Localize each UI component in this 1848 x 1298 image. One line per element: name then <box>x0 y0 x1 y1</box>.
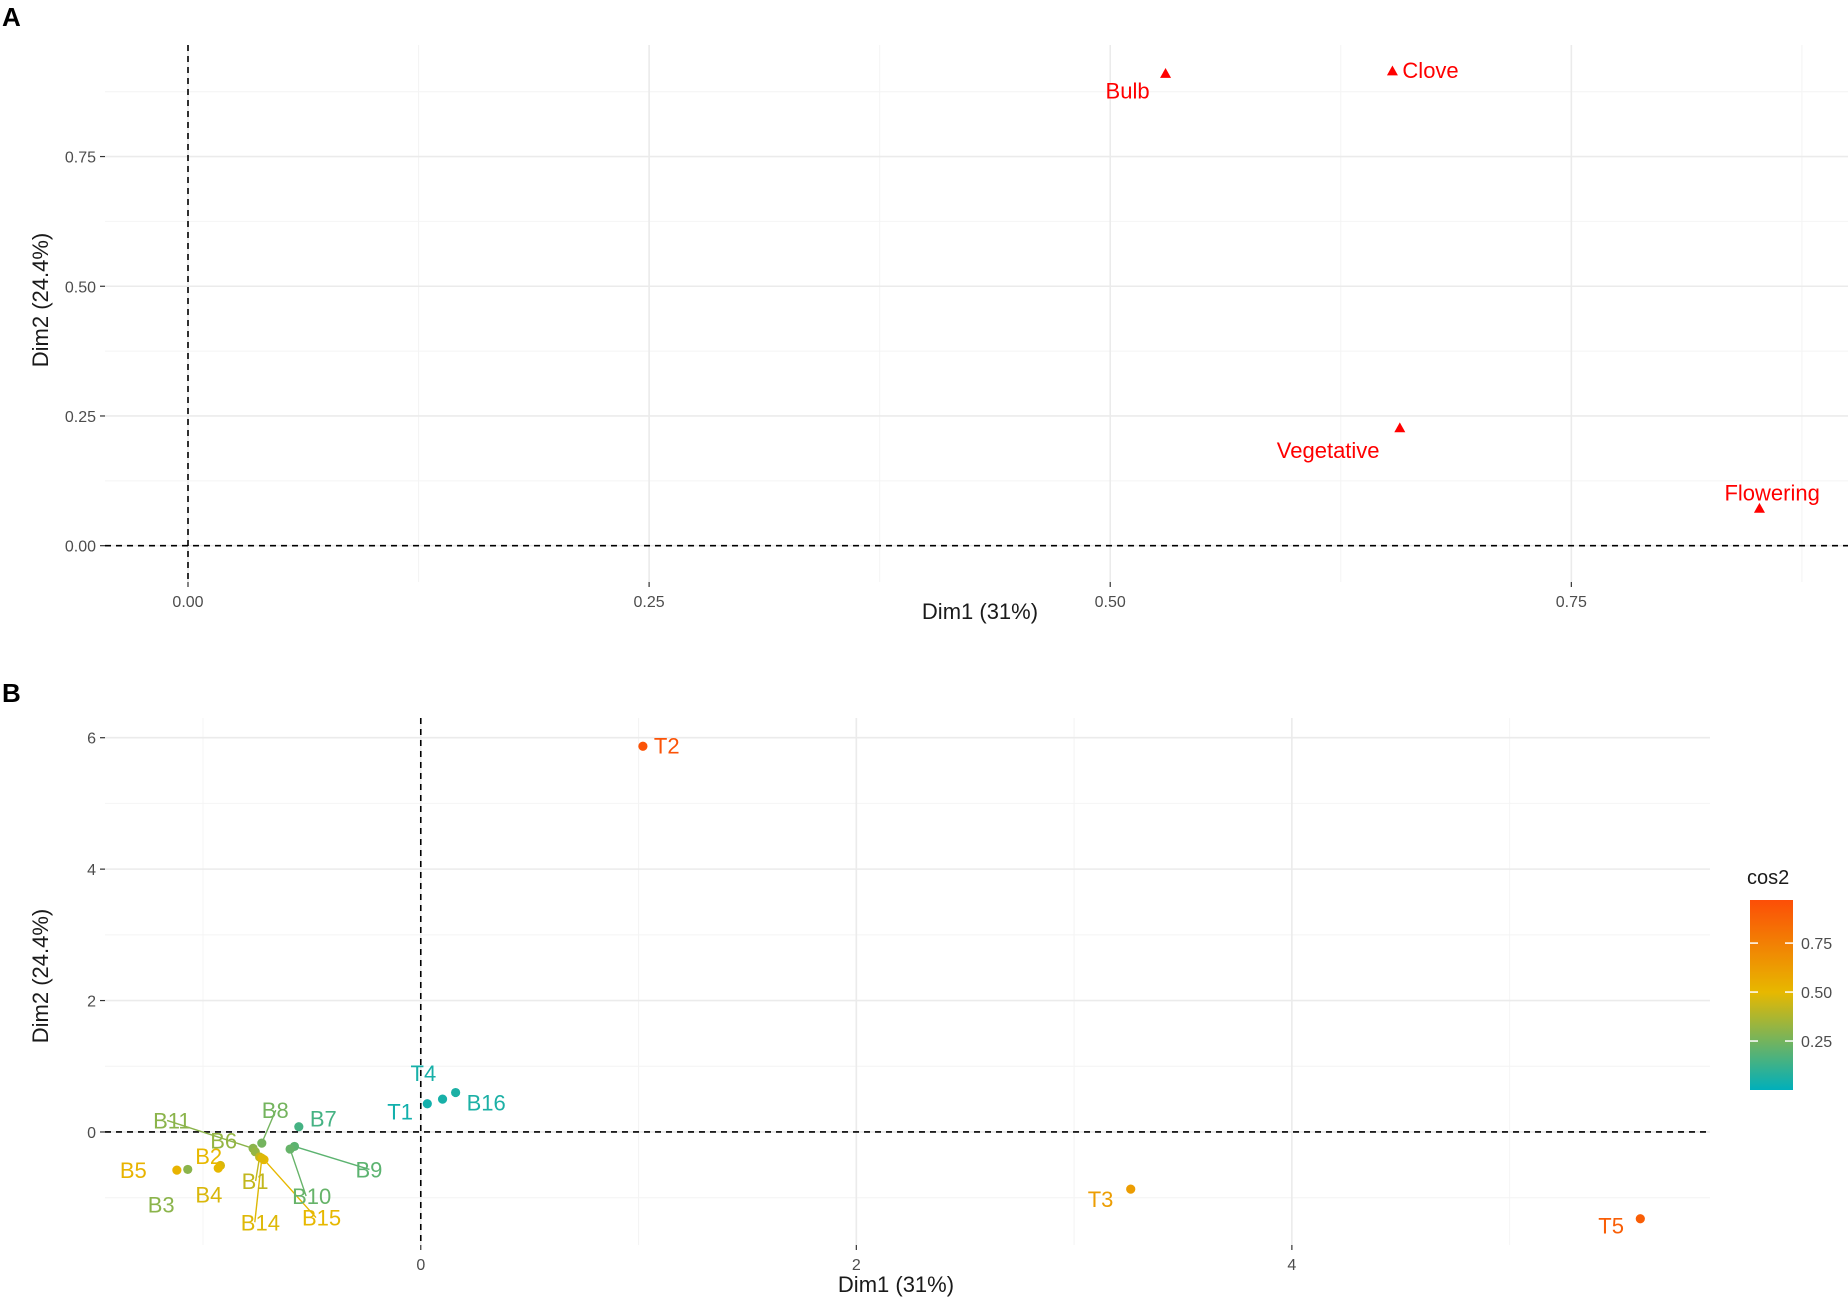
panel-b-y-axis-title: Dim2 (24.4%) <box>28 909 53 1043</box>
panel-a-point-bulb <box>1160 68 1172 78</box>
panel-b-point-label-b11: B11 <box>153 1108 191 1133</box>
legend-ticks: 0.25 0.50 0.75 <box>1750 936 1832 1051</box>
panel-b-point-label-b4: B4 <box>195 1182 222 1207</box>
panel-b-point-b16 <box>451 1087 461 1098</box>
panel-b-point-t5 <box>1635 1214 1645 1224</box>
panel-a-y-axis-title: Dim2 (24.4%) <box>28 233 53 367</box>
panel-b-connector-b8 <box>261 1109 277 1144</box>
panel-b-label-connectors <box>166 1109 370 1223</box>
legend-tick-label: 0.50 <box>1801 985 1832 1002</box>
panel-b-x-tick-label: 4 <box>1287 1257 1296 1274</box>
panel-a-axes: 0.00 0.25 0.50 0.75 0.00 0.25 0.50 0.75 <box>65 45 1848 611</box>
panel-a-x-tick-label: 0.50 <box>1095 594 1126 611</box>
panel-a-point-label-bulb: Bulb <box>1106 79 1150 104</box>
panel-b-point-label-b3: B3 <box>148 1192 175 1217</box>
panel-b-point-label-b5: B5 <box>120 1158 147 1183</box>
panel-a-point-flowering <box>1753 502 1765 513</box>
panel-b-point-label-b6: B6 <box>210 1129 237 1154</box>
panel-a-gridlines <box>105 45 1848 582</box>
panel-b-point-label-b10: B10 <box>292 1184 331 1209</box>
panel-b-connector-b14 <box>254 1158 263 1223</box>
panel-b-point-label-b8: B8 <box>262 1098 289 1123</box>
panel-b-point-label-t3: T3 <box>1088 1187 1114 1212</box>
panel-b-point-b10 <box>285 1144 295 1154</box>
panel-b-point-b7 <box>294 1122 304 1132</box>
panel-b-point-b14 <box>257 1153 267 1163</box>
panel-b-point-label-b14: B14 <box>241 1210 280 1235</box>
panel-b-gridlines <box>105 718 1710 1245</box>
panel-a-point-label-vegetative: Vegetative <box>1277 438 1380 463</box>
panel-a-y-tick-label: 0.00 <box>65 539 96 556</box>
panel-b-point-label-b15: B15 <box>302 1206 341 1231</box>
panel-b-x-tick-label: 0 <box>416 1257 425 1274</box>
panel-b-connector-b10 <box>289 1148 307 1197</box>
panel-b-connector-b15 <box>263 1159 317 1219</box>
panel-a-x-tick-label: 0.75 <box>1556 594 1587 611</box>
panel-b-point-label-t2: T2 <box>654 733 680 758</box>
panel-a-point-label-flowering: Flowering <box>1724 480 1819 505</box>
panel-b-letter: B <box>2 678 21 708</box>
legend-tick-label: 0.75 <box>1801 936 1832 953</box>
panel-b-point-t3 <box>1126 1184 1136 1194</box>
panel-b-point-label-b7: B7 <box>310 1107 337 1132</box>
legend-title: cos2 <box>1747 867 1789 889</box>
panel-a-point-label-clove: Clove <box>1402 58 1458 83</box>
panel-b-y-tick-label: 4 <box>87 862 96 879</box>
panel-a-x-tick-label: 0.00 <box>172 594 203 611</box>
panel-b-point-label-b16: B16 <box>467 1091 506 1116</box>
panel-b-point-label-t4: T4 <box>411 1061 437 1086</box>
panel-b-point-label-t5: T5 <box>1598 1214 1624 1239</box>
panel-b-point-t1 <box>422 1099 432 1109</box>
panel-a-y-tick-label: 0.25 <box>65 409 96 426</box>
panel-a-y-tick-label: 0.75 <box>65 150 96 167</box>
panel-a-points: Bulb Clove Vegetative Flowering <box>1106 58 1820 513</box>
panel-b-connector-b11 <box>166 1119 254 1150</box>
panel-b-point-b8 <box>257 1138 267 1148</box>
panel-a-point-vegetative <box>1394 422 1406 433</box>
panel-a-y-tick-label: 0.50 <box>65 279 96 296</box>
panel-a-plot: 0.00 0.25 0.50 0.75 0.00 0.25 0.50 0.75 Bulb Clo… <box>28 45 1848 624</box>
panel-a-letter: A <box>2 2 21 32</box>
panel-b-x-axis-title: Dim1 (31%) <box>838 1272 954 1297</box>
panel-b-point-label-b1: B1 <box>242 1169 269 1194</box>
panel-a-x-tick-label: 0.25 <box>634 594 665 611</box>
panel-a-point-clove <box>1386 65 1398 76</box>
panel-b-point-label-t1: T1 <box>387 1100 413 1125</box>
panel-b-point-label-b2: B2 <box>195 1144 222 1169</box>
cos2-legend: cos2 0.25 0.50 0.75 <box>1747 867 1832 1090</box>
panel-a-x-axis-title: Dim1 (31%) <box>922 599 1038 624</box>
panel-b-y-tick-label: 2 <box>87 994 96 1011</box>
panel-b-point-b5 <box>172 1165 182 1175</box>
legend-tick-label: 0.25 <box>1801 1034 1832 1051</box>
panel-b-connector-b9 <box>294 1145 370 1171</box>
panel-b-point-b2 <box>213 1163 223 1173</box>
panel-b-x-tick-label: 2 <box>852 1257 861 1274</box>
panel-b-point-t2 <box>638 741 648 751</box>
panel-b-y-tick-label: 6 <box>87 731 96 748</box>
panel-b-point-label-b9: B9 <box>355 1157 382 1182</box>
panel-b-point-t4 <box>437 1094 448 1104</box>
panel-b-point-b3 <box>183 1164 193 1175</box>
legend-colorbar <box>1750 900 1793 1090</box>
panel-b-y-tick-label: 0 <box>87 1125 96 1142</box>
panel-b-axes: 0 2 4 0 2 4 6 <box>87 718 1710 1274</box>
